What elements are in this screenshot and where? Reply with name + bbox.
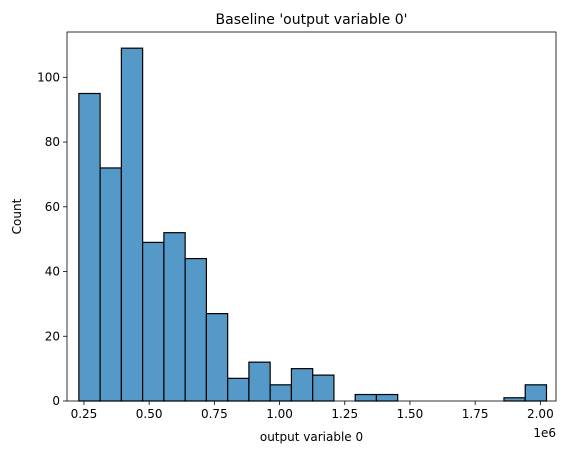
plot-frame xyxy=(66,31,557,402)
histogram-bar xyxy=(375,393,399,402)
x-axis-ticks: 0.25 0.50 0.75 1.00 1.25 1.50 1.75 2.00 xyxy=(71,401,554,421)
histogram-bar xyxy=(227,377,250,402)
x-axis-offset-label: 1e6 xyxy=(533,426,556,440)
histogram-bar xyxy=(269,384,293,402)
y-axis-ticks: 0 20 40 60 80 100 xyxy=(37,70,67,408)
x-tick-label: 0.50 xyxy=(136,407,163,421)
y-tick-label: 80 xyxy=(45,135,60,149)
x-axis-label: output variable 0 xyxy=(260,430,363,444)
y-axis-label: Count xyxy=(10,198,24,234)
y-tick-label: 60 xyxy=(45,200,60,214)
histogram-bar xyxy=(248,361,271,402)
histogram-bar xyxy=(120,47,144,402)
histogram-bar xyxy=(184,257,207,402)
x-tick-label: 0.75 xyxy=(201,407,228,421)
histogram-bar xyxy=(205,313,229,402)
y-tick-label: 40 xyxy=(45,265,60,279)
y-tick-label: 0 xyxy=(52,394,60,408)
histogram-bar xyxy=(78,92,101,402)
histogram-bar xyxy=(290,368,314,402)
histogram-bar xyxy=(312,374,335,402)
x-tick-label: 1.75 xyxy=(462,407,489,421)
histogram-bar xyxy=(354,393,378,402)
y-tick-label: 20 xyxy=(45,329,60,343)
x-tick-label: 0.25 xyxy=(71,407,98,421)
x-tick-label: 1.25 xyxy=(331,407,358,421)
bars-group xyxy=(78,47,548,402)
histogram-bar xyxy=(524,384,548,402)
y-tick-label: 100 xyxy=(37,70,60,84)
histogram-bar xyxy=(503,397,526,402)
histogram-bar xyxy=(99,167,122,402)
histogram-bar xyxy=(142,241,165,402)
x-tick-label: 1.00 xyxy=(266,407,293,421)
chart-title: Baseline 'output variable 0' xyxy=(216,12,408,28)
x-tick-label: 1.50 xyxy=(397,407,424,421)
x-tick-label: 2.00 xyxy=(527,407,554,421)
histogram-bar xyxy=(163,232,186,402)
